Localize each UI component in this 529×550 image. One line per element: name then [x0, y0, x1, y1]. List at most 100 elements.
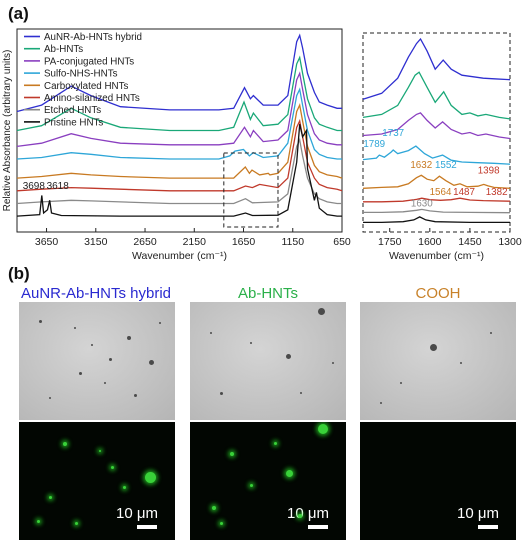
fl-2-particle — [286, 470, 293, 477]
zoom-tick-label-1: 1600 — [418, 236, 442, 248]
fluorescence-image-hybrid: 10 μm — [19, 422, 175, 540]
bf-1-particle — [74, 327, 76, 329]
bf-3-particle — [380, 402, 382, 404]
brightfield-image-hybrid — [19, 302, 175, 420]
fl-1-particle — [49, 496, 52, 499]
zoom-annotation-5: 1398 — [478, 166, 500, 177]
fl-2-particle — [250, 484, 253, 487]
micro-title-1: AuNR-Ab-HNTs hybrid — [20, 285, 172, 302]
main-series-7 — [16, 124, 342, 217]
main-tick-label-2: 2650 — [133, 236, 157, 248]
zoom-tick-label-3: 1300 — [498, 236, 522, 248]
legend-entry-7: Pristine HNTs — [44, 117, 103, 128]
main-xlabel: Wavenumber (cm⁻¹) — [132, 250, 227, 262]
zoom-annotation-2: 1552 — [435, 160, 457, 171]
legend-entry-0: AuNR-Ab-HNTs hybrid — [44, 32, 142, 43]
zoom-series-1 — [362, 71, 511, 120]
bf-1-particle — [127, 336, 131, 340]
zoom-plot-frame — [362, 32, 511, 233]
main-annotation-0: 3698 — [23, 181, 46, 192]
bf-2-particle — [210, 332, 212, 334]
fl-1-particle — [111, 466, 114, 469]
brightfield-image-cooh — [360, 302, 516, 420]
zoom-region-box — [223, 152, 279, 228]
fl-1-particle — [99, 450, 101, 452]
brightfield-image-ab-hnts — [190, 302, 346, 420]
panel-label-a: (a) — [8, 4, 29, 23]
bf-3-particle — [430, 344, 437, 351]
main-series-2 — [16, 71, 342, 148]
bf-3-particle — [490, 332, 492, 334]
bf-2-particle — [220, 392, 223, 395]
legend-entry-5: Amino-silanized HNTs — [44, 93, 140, 104]
bf-2-particle — [250, 342, 252, 344]
bf-2-particle — [318, 308, 325, 315]
fl-2-particle — [230, 452, 234, 456]
fl-1-particle — [37, 520, 40, 523]
legend-entry-6: Etched HNTs — [44, 105, 101, 116]
bf-2-particle — [300, 392, 302, 394]
main-tick-label-6: 650 — [333, 236, 351, 248]
zoom-annotation-1: 1737 — [382, 128, 404, 139]
zoom-annotation-4: 1564 — [430, 187, 452, 198]
zoom-annotation-0: 1789 — [363, 139, 385, 150]
main-series-0 — [16, 33, 342, 113]
main-series-3 — [16, 87, 342, 160]
micro-title-3: COOH — [415, 285, 461, 302]
scale-bar-3 — [478, 525, 498, 529]
fluorescence-image-cooh: 10 μm — [360, 422, 516, 540]
legend-entry-4: Carboxylated HNTs — [44, 81, 128, 92]
bf-1-particle — [104, 382, 106, 384]
legend-entry-3: Sulfo-NHS-HNTs — [44, 69, 118, 80]
bf-3-particle — [400, 382, 402, 384]
scale-bar-1 — [137, 525, 157, 529]
main-tick-label-0: 3650 — [35, 236, 59, 248]
main-tick-label-1: 3150 — [84, 236, 108, 248]
legend-entry-1: Ab-HNTs — [44, 44, 83, 55]
bf-1-particle — [79, 372, 82, 375]
bf-1-particle — [39, 320, 42, 323]
scale-bar-2 — [308, 525, 328, 529]
scale-label-1: 10 μm — [116, 505, 158, 522]
fl-1-particle — [63, 442, 67, 446]
ftir-zoom-chart: 1750 1600 1450 1300 Wavenumber (cm⁻¹) 1789173… — [362, 32, 522, 262]
main-tick-label-3: 2150 — [183, 236, 207, 248]
main-annotation-1: 3618 — [47, 181, 70, 192]
fl-2-particle — [318, 424, 328, 434]
zoom-tick-label-2: 1450 — [458, 236, 482, 248]
bf-1-particle — [159, 322, 161, 324]
bf-1-particle — [134, 394, 137, 397]
main-ylabel: Relative Absorbance (arbitrary units) — [2, 50, 13, 212]
fl-1-particle — [75, 522, 78, 525]
zoom-series-2 — [362, 112, 511, 140]
fl-1-particle — [123, 486, 126, 489]
main-tick-label-5: 1150 — [281, 236, 304, 248]
zoom-annotation-7: 1382 — [486, 187, 508, 198]
zoom-annotation-6: 1487 — [453, 187, 475, 198]
zoom-annotation-8: 1630 — [411, 198, 433, 209]
panel-label-b: (b) — [8, 264, 30, 283]
bf-2-particle — [332, 362, 334, 364]
zoom-xlabel: Wavenumber (cm⁻¹) — [389, 250, 484, 262]
scale-label-3: 10 μm — [457, 505, 499, 522]
ftir-main-chart: 3650 3150 2650 2150 1650 1150 650 Wavenumber (c… — [2, 28, 351, 262]
legend-entry-2: PA-conjugated HNTs — [44, 56, 134, 67]
main-series-5 — [16, 118, 343, 192]
main-series-4 — [16, 102, 343, 179]
bf-3-particle — [460, 362, 462, 364]
main-series-1 — [16, 55, 342, 132]
zoom-tick-label-0: 1750 — [378, 236, 402, 248]
fl-2-particle — [274, 442, 277, 445]
fl-1-particle — [145, 472, 156, 483]
bf-1-particle — [49, 397, 51, 399]
zoom-series-6 — [363, 208, 511, 214]
bf-2-particle — [286, 354, 291, 359]
fl-2-particle — [212, 506, 216, 510]
main-tick-label-4: 1650 — [232, 236, 256, 248]
scale-label-2: 10 μm — [287, 505, 329, 522]
bf-1-particle — [109, 358, 112, 361]
zoom-series-3 — [362, 145, 511, 165]
zoom-annotation-3: 1632 — [410, 160, 432, 171]
fluorescence-image-ab-hnts: 10 μm — [190, 422, 346, 540]
